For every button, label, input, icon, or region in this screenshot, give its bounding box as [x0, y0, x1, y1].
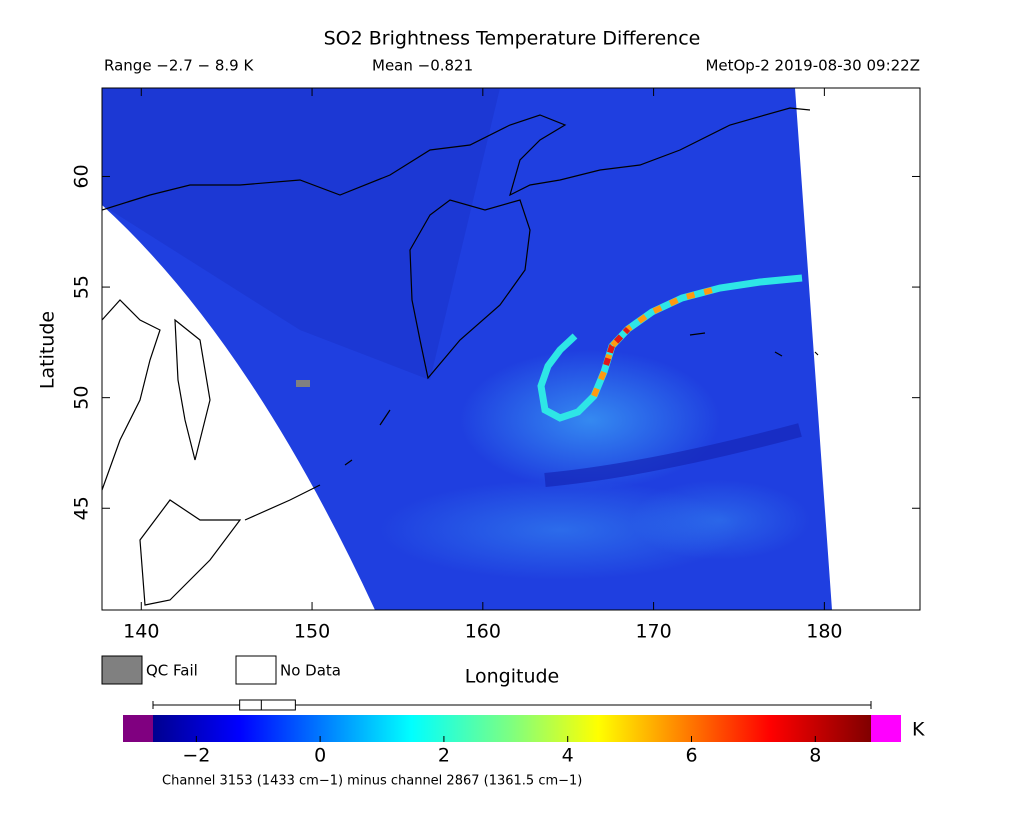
qc-fail-pixel	[296, 380, 310, 387]
kamchatka	[409, 199, 531, 380]
over-range	[871, 715, 901, 742]
swath-glow	[630, 480, 810, 560]
x-tick-label: 180	[806, 621, 842, 643]
qc-fail-label: QC Fail	[146, 662, 198, 680]
coastlines	[102, 107, 819, 606]
x-axis-label: Longitude	[465, 666, 560, 688]
swath-shade	[102, 88, 500, 380]
so2-plume-peak	[603, 326, 631, 366]
swath-glow	[460, 350, 720, 490]
x-tick-label: 170	[635, 621, 671, 643]
coastline	[102, 107, 811, 211]
x-tick-label: 160	[465, 621, 501, 643]
colorbar-unit: K	[912, 719, 925, 741]
map-area	[102, 88, 920, 610]
no-data-swatch	[235, 655, 277, 685]
swath-band	[544, 423, 802, 487]
colorbar-tick-label: 8	[809, 745, 821, 767]
satellite-text: MetOp-2 2019-08-30 09:22Z	[705, 57, 920, 75]
under-range	[123, 715, 153, 742]
qc-fail-swatch	[101, 655, 143, 685]
sakhalin-coast	[102, 299, 161, 491]
y-axis-label: Latitude	[37, 311, 59, 389]
boxplot-box	[239, 699, 296, 711]
title: SO2 Brightness Temperature Difference	[324, 28, 701, 50]
x-tick-label: 150	[294, 621, 330, 643]
sakhalin	[174, 318, 211, 461]
colorbar-tick-label: 4	[562, 745, 574, 767]
colorbar-caption: Channel 3153 (1433 cm−1) minus channel 2…	[162, 774, 582, 789]
mean-text: Mean −0.821	[372, 57, 473, 75]
colorbar-tick-label: 2	[438, 745, 450, 767]
y-tick-label: 60	[71, 164, 93, 188]
so2-plume	[537, 274, 803, 422]
map-frame	[101, 87, 921, 611]
no-data-label: No Data	[280, 662, 341, 680]
x-tick-label: 140	[123, 621, 159, 643]
colorbar-gradient	[153, 715, 871, 742]
hokkaido	[139, 499, 242, 606]
colorbar	[123, 715, 901, 742]
aleutian-islands	[689, 332, 819, 357]
colorbar-tick-label: 0	[314, 745, 326, 767]
y-tick-label: 50	[71, 386, 93, 410]
y-tick-label: 55	[71, 275, 93, 299]
y-tick-label: 45	[71, 496, 93, 520]
colorbar-tick-label: −2	[182, 745, 210, 767]
kuril-islands	[244, 409, 391, 521]
range-text: Range −2.7 − 8.9 K	[104, 57, 254, 75]
colorbar-tick-label: 6	[685, 745, 697, 767]
